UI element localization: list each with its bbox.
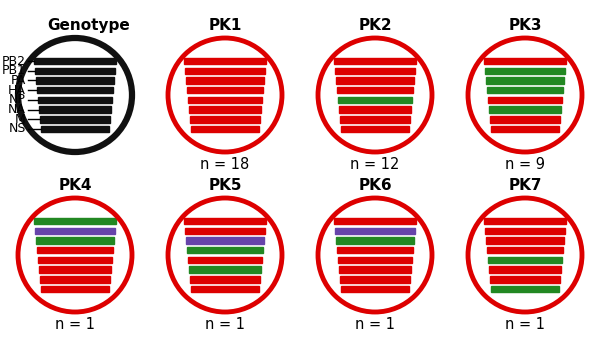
Bar [190, 116, 260, 122]
Bar [35, 227, 115, 234]
Text: PK4: PK4 [58, 178, 92, 193]
Bar [336, 77, 414, 84]
Bar [488, 97, 562, 103]
Bar [337, 87, 413, 93]
Text: M: M [15, 113, 26, 126]
Text: PB1: PB1 [2, 64, 26, 77]
Text: PK1: PK1 [208, 18, 242, 33]
Bar [36, 77, 114, 84]
Bar [335, 68, 415, 74]
Bar [485, 227, 565, 234]
Bar [340, 116, 410, 122]
Bar [487, 87, 563, 93]
Bar [335, 227, 415, 234]
Text: NS: NS [8, 122, 26, 136]
Bar [191, 126, 259, 132]
Bar [491, 126, 559, 132]
Bar [491, 286, 559, 292]
Text: NA: NA [8, 103, 26, 116]
Bar [186, 237, 264, 244]
Bar [339, 266, 411, 273]
Bar [36, 237, 114, 244]
Bar [40, 276, 110, 283]
Bar [187, 87, 263, 93]
Bar [39, 266, 111, 273]
Bar [186, 77, 264, 84]
Bar [340, 276, 410, 283]
Bar [184, 218, 266, 224]
Bar [486, 77, 564, 84]
Text: n = 1: n = 1 [205, 317, 245, 332]
Bar [338, 97, 412, 103]
Bar [188, 257, 262, 263]
Bar [38, 97, 112, 103]
Bar [184, 58, 266, 64]
Text: PK6: PK6 [358, 178, 392, 193]
Text: PK5: PK5 [208, 178, 242, 193]
Bar [191, 286, 259, 292]
Bar [189, 106, 261, 113]
Bar [40, 116, 110, 122]
Text: PK2: PK2 [358, 18, 392, 33]
Bar [189, 266, 261, 273]
Bar [336, 237, 414, 244]
Text: NP: NP [9, 93, 26, 106]
Text: n = 9: n = 9 [505, 157, 545, 172]
Text: PA: PA [11, 74, 26, 87]
Bar [485, 68, 565, 74]
Text: n = 1: n = 1 [55, 317, 95, 332]
Bar [35, 68, 115, 74]
Bar [490, 116, 560, 122]
Bar [190, 276, 260, 283]
Bar [339, 106, 411, 113]
Bar [334, 218, 416, 224]
Bar [188, 97, 262, 103]
Bar [337, 247, 413, 254]
Bar [34, 58, 116, 64]
Bar [37, 87, 113, 93]
Text: n = 12: n = 12 [350, 157, 400, 172]
Bar [185, 227, 265, 234]
Bar [41, 286, 109, 292]
Bar [489, 266, 561, 273]
Bar [488, 257, 562, 263]
Bar [41, 126, 109, 132]
Bar [487, 247, 563, 254]
Text: Genotype: Genotype [47, 18, 130, 33]
Bar [37, 247, 113, 254]
Text: PB2: PB2 [2, 54, 26, 68]
Bar [39, 106, 111, 113]
Bar [187, 247, 263, 254]
Bar [34, 218, 116, 224]
Bar [486, 237, 564, 244]
Text: n = 1: n = 1 [355, 317, 395, 332]
Text: PK7: PK7 [508, 178, 542, 193]
Bar [341, 286, 409, 292]
Text: HA: HA [8, 83, 26, 97]
Text: PK3: PK3 [508, 18, 542, 33]
Bar [38, 257, 112, 263]
Bar [484, 218, 566, 224]
Bar [334, 58, 416, 64]
Text: n = 1: n = 1 [505, 317, 545, 332]
Bar [490, 276, 560, 283]
Bar [338, 257, 412, 263]
Text: n = 18: n = 18 [200, 157, 250, 172]
Bar [489, 106, 561, 113]
Bar [341, 126, 409, 132]
Bar [185, 68, 265, 74]
Bar [484, 58, 566, 64]
